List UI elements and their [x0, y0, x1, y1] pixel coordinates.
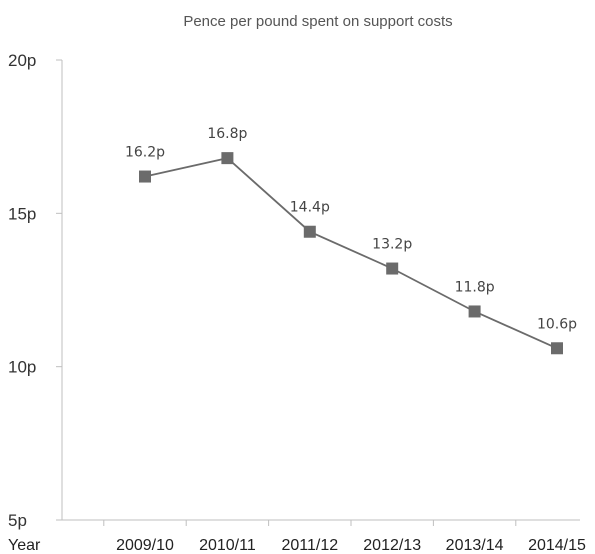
- y-tick-label: 15p: [8, 204, 36, 223]
- y-tick-label: 20p: [8, 51, 36, 70]
- data-point: [139, 170, 151, 183]
- data-label: 13.2p: [372, 237, 412, 253]
- data-point: [468, 305, 481, 318]
- x-axis-label: Year: [8, 537, 41, 554]
- x-tick-label: 2012/13: [363, 537, 421, 554]
- x-tick-label: 2014/15: [528, 537, 586, 554]
- data-label: 10.6p: [537, 316, 577, 332]
- series-line: [144, 157, 558, 350]
- data-label: 14.4p: [290, 200, 330, 216]
- data-point: [303, 225, 316, 238]
- data-label: 11.8p: [455, 279, 495, 295]
- data-label: 16.8p: [207, 126, 247, 142]
- data-point: [551, 342, 563, 355]
- marker-group: [139, 152, 563, 355]
- y-tick-group: 5p 10p 15p 20p: [8, 51, 62, 530]
- x-tick-label: 2009/10: [116, 537, 174, 554]
- x-tick-label: 2013/14: [446, 537, 504, 554]
- x-tick-label: 2010/11: [199, 537, 256, 554]
- data-label-group: 16.2p 16.8p 14.4p 13.2p 11.8p 10.6p: [125, 126, 577, 332]
- x-tick-label: 2011/12: [281, 537, 338, 554]
- chart-title: Pence per pound spent on support costs: [183, 13, 452, 30]
- data-label: 16.2p: [125, 145, 165, 161]
- data-point: [386, 262, 399, 275]
- data-point: [221, 152, 234, 165]
- x-tick-group: 2009/10 2010/11 2011/12 2012/13 2013/14 2014/…: [103, 520, 586, 554]
- y-tick-label: 10p: [8, 358, 36, 377]
- y-tick-label: 5p: [8, 511, 27, 530]
